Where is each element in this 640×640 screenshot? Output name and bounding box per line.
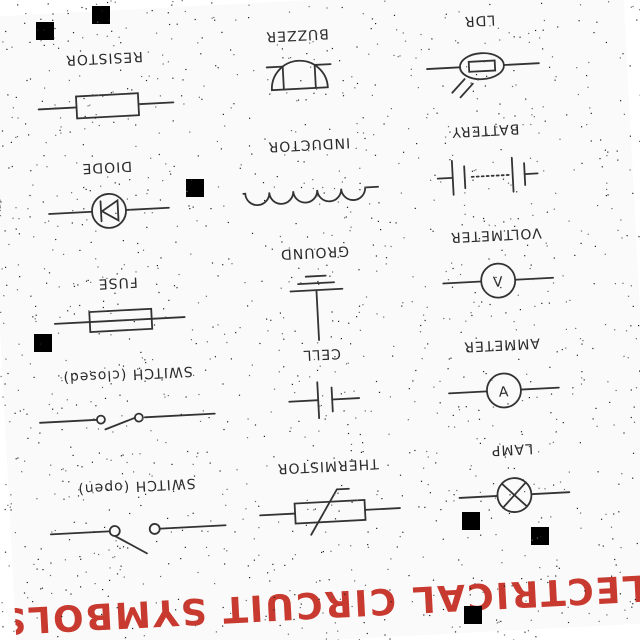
battery-label: BATTERY bbox=[451, 120, 520, 140]
ground-label: GROUND bbox=[280, 242, 350, 262]
voltmeter-glyph: V bbox=[493, 274, 504, 291]
switch-open-label: SWITCH (open) bbox=[77, 475, 196, 497]
registration-mark bbox=[531, 527, 549, 545]
battery-symbol: BATTERY bbox=[436, 120, 539, 196]
ammeter-symbol: A AMMETER bbox=[448, 335, 560, 409]
resistor-label: RESISTOR bbox=[65, 48, 144, 68]
registration-mark bbox=[462, 512, 480, 530]
registration-mark bbox=[36, 22, 54, 40]
switch-closed-label: SWITCH (closed) bbox=[62, 363, 193, 386]
ldr-label: LDR bbox=[463, 11, 495, 29]
voltmeter-symbol: V VOLTMETER bbox=[442, 224, 555, 299]
resistor-symbol: RESISTOR bbox=[37, 48, 175, 120]
sheet-title: ELECTRICAL CIRCUIT SYMBOLS bbox=[0, 565, 640, 640]
voltmeter-label: VOLTMETER bbox=[450, 224, 543, 245]
ldr-symbol: LDR bbox=[426, 11, 540, 99]
lamp-symbol: LAMP bbox=[458, 440, 571, 513]
inductor-symbol: INDUCTOR bbox=[242, 134, 380, 206]
lamp-label: LAMP bbox=[491, 440, 534, 458]
registration-mark bbox=[464, 606, 482, 624]
diode-symbol: DIODE bbox=[48, 158, 170, 229]
buzzer-label: BUZZER bbox=[265, 25, 329, 44]
stock-watermark: Adobe Stock | #522969813 bbox=[0, 79, 4, 217]
diode-label: DIODE bbox=[81, 158, 132, 177]
cell-symbol: CELL bbox=[288, 345, 361, 420]
fuse-symbol: FUSE bbox=[53, 273, 186, 333]
thermistor-symbol: THERMISTOR bbox=[259, 455, 401, 536]
thermistor-label: THERMISTOR bbox=[276, 455, 380, 476]
buzzer-symbol: BUZZER bbox=[265, 25, 332, 92]
ammeter-label: AMMETER bbox=[463, 335, 540, 355]
fuse-label: FUSE bbox=[97, 273, 138, 291]
registration-mark bbox=[186, 179, 204, 197]
registration-mark bbox=[34, 334, 52, 352]
inductor-label: INDUCTOR bbox=[267, 134, 350, 154]
switch-closed-symbol: SWITCH (closed) bbox=[39, 363, 216, 431]
cell-label: CELL bbox=[302, 345, 341, 363]
registration-mark bbox=[92, 6, 110, 24]
ground-symbol: GROUND bbox=[280, 242, 350, 341]
switch-open-symbol: SWITCH (open) bbox=[49, 475, 227, 555]
ammeter-glyph: A bbox=[498, 384, 509, 401]
